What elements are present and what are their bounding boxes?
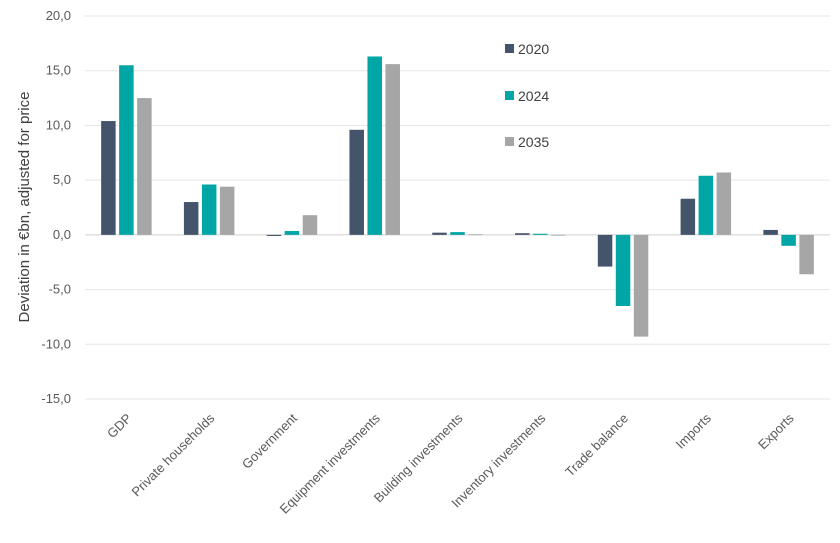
bar-2024 [698, 175, 714, 235]
y-tick-label: 0,0 [53, 227, 71, 242]
bar-2020 [597, 234, 613, 267]
bar-2020 [763, 229, 778, 235]
bar-2020 [432, 232, 447, 235]
x-category-label: Trade balance [562, 411, 631, 480]
legend-swatch [505, 137, 514, 146]
y-tick-label: 15,0 [46, 63, 71, 78]
x-category-label: GDP [104, 411, 135, 442]
legend-swatch [505, 91, 514, 100]
bar-2035 [385, 64, 400, 235]
bar-2020 [101, 121, 116, 235]
bar-2020 [183, 202, 199, 235]
bar-2024 [450, 232, 465, 235]
bar-2035 [716, 172, 732, 235]
y-tick-label: 10,0 [46, 117, 71, 132]
bar-2024 [201, 184, 217, 235]
legend-label: 2035 [518, 134, 549, 150]
bar-2020 [266, 234, 282, 236]
bar-2020 [515, 233, 530, 235]
bar-2035 [551, 234, 566, 236]
bar-2035 [468, 234, 483, 236]
legend: 2020 2024 2035 [505, 41, 549, 150]
x-category-label: Government [239, 410, 300, 471]
bars [101, 56, 814, 337]
bar-2024 [533, 233, 548, 235]
y-tick-label: -15,0 [41, 391, 71, 406]
y-axis-title: Deviation in €bn, adjusted for price [16, 92, 33, 323]
bar-2020 [680, 198, 696, 235]
legend-swatch [505, 44, 514, 53]
bar-2024 [615, 234, 631, 306]
bar-2035 [219, 186, 235, 235]
y-tick-label: -5,0 [49, 282, 71, 297]
y-tick-label: 20,0 [46, 8, 71, 23]
bar-2024 [284, 231, 300, 235]
legend-label: 2024 [518, 88, 549, 104]
x-category-label: Private households [128, 410, 217, 499]
legend-label: 2020 [518, 41, 549, 57]
bar-2024 [119, 65, 134, 235]
x-category-label: Building investments [371, 410, 466, 505]
bar-2035 [137, 98, 152, 235]
y-axis-ticks: 20,0 15,0 10,0 5,0 0,0 -5,0 -10,0 -15,0 [41, 8, 71, 406]
bar-2035 [302, 215, 318, 235]
bar-2020 [349, 129, 364, 235]
bar-2024 [367, 56, 382, 235]
bar-2035 [633, 234, 649, 337]
bar-2024 [781, 234, 796, 246]
y-tick-label: 5,0 [53, 172, 71, 187]
y-tick-label: -10,0 [41, 336, 71, 351]
x-category-label: Inventory investments [448, 410, 548, 510]
x-category-label: Imports [673, 410, 715, 452]
x-category-label: Exports [755, 410, 797, 452]
bar-2035 [799, 234, 814, 275]
